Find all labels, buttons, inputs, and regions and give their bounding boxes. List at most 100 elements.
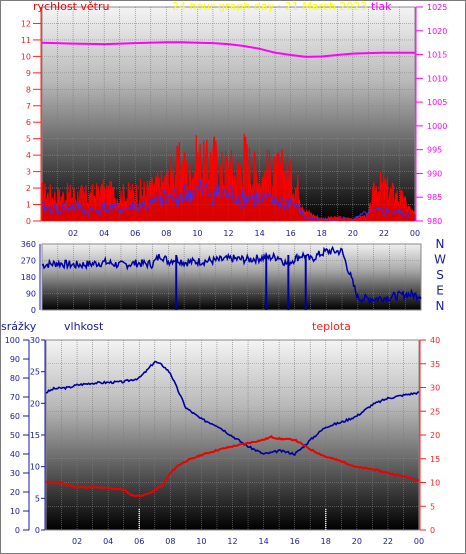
x-tick-label: 06 (134, 537, 144, 546)
temperature-tick-label: 15 (430, 455, 440, 464)
x-tick-label: 08 (165, 537, 175, 546)
rain-axis-label: srážky (1, 320, 37, 333)
pressure-tick-label: 1015 (427, 51, 447, 60)
rain-tick-label: 100 (5, 336, 20, 345)
wind-tick-label: 3 (26, 168, 31, 177)
x-tick-label: 04 (99, 229, 109, 238)
rain-tick-label: 80 (10, 374, 20, 383)
humidity-tick-label: 15 (30, 431, 40, 440)
direction-tick-label: 90 (26, 290, 36, 299)
x-tick-label: 02 (68, 229, 78, 238)
rain-tick-label: 20 (10, 488, 20, 497)
x-tick-label: 06 (130, 229, 140, 238)
humidity-tick-label: 20 (30, 399, 40, 408)
humidity-tick-label: 10 (30, 463, 40, 472)
x-tick-label: 14 (258, 537, 268, 546)
compass-label: S (436, 268, 444, 282)
x-tick-label: 18 (317, 229, 327, 238)
x-tick-label: 00 (410, 229, 420, 238)
direction-tick-label: 360 (21, 240, 36, 249)
pressure-tick-label: 985 (427, 193, 442, 202)
temperature-tick-label: 10 (430, 479, 440, 488)
wind-tick-label: 7 (26, 102, 31, 111)
x-tick-label: 02 (72, 537, 82, 546)
wind-tick-label: 6 (26, 118, 31, 127)
pressure-tick-label: 1025 (427, 3, 447, 12)
rain-tick-label: 70 (10, 393, 20, 402)
x-tick-label: 22 (383, 537, 393, 546)
rain-tick-label: 30 (10, 469, 20, 478)
x-tick-label: 18 (321, 537, 331, 546)
temperature-tick-label: 5 (430, 502, 435, 511)
humidity-axis-label: vlhkost (64, 320, 104, 333)
wind-tick-label: 2 (26, 184, 31, 193)
x-tick-label: 20 (348, 229, 358, 238)
temperature-tick-label: 30 (430, 384, 440, 393)
rain-tick-label: 60 (10, 412, 20, 421)
pressure-tick-label: 990 (427, 169, 442, 178)
pressure-tick-label: 1005 (427, 98, 447, 107)
temperature-tick-label: 35 (430, 360, 440, 369)
temperature-axis-label: teplota (312, 320, 351, 333)
x-tick-label: 22 (379, 229, 389, 238)
x-tick-label: 04 (103, 537, 113, 546)
wind-tick-label: 11 (21, 36, 31, 45)
humidity-panel-axes: 0510152025303540010203040506070809010005… (5, 336, 440, 546)
wind-axis-label: rychlost větru (33, 0, 109, 13)
temperature-tick-label: 0 (430, 526, 435, 535)
x-tick-label: 20 (352, 537, 362, 546)
wind-average-line (41, 180, 416, 221)
humidity-line (45, 360, 420, 456)
direction-tick-label: 270 (21, 257, 36, 266)
humidity-tick-label: 25 (30, 368, 40, 377)
wind-tick-label: 4 (26, 151, 31, 160)
temperature-tick-label: 40 (430, 336, 440, 345)
temperature-line (45, 434, 420, 498)
compass-label: N (436, 237, 445, 251)
compass-label: W (434, 253, 446, 267)
x-tick-label: 08 (161, 229, 171, 238)
temperature-tick-label: 25 (430, 407, 440, 416)
pressure-line (41, 41, 415, 58)
wind-tick-label: 8 (26, 85, 31, 94)
humidity-tick-label: 5 (35, 494, 40, 503)
wind-panel-axes: 0123456789101112980985990995100010051010… (21, 3, 448, 238)
x-tick-label: 10 (196, 537, 206, 546)
wind-tick-label: 12 (21, 19, 31, 28)
wind-tick-label: 1 (26, 201, 31, 210)
x-tick-label: 16 (290, 537, 300, 546)
humidity-tick-label: 0 (35, 526, 40, 535)
pressure-tick-label: 1020 (427, 27, 447, 36)
pressure-tick-label: 980 (427, 217, 442, 226)
temperature-tick-label: 20 (430, 431, 440, 440)
humidity-panel-grid (46, 339, 419, 531)
rain-tick-label: 10 (10, 507, 20, 516)
direction-panel-axes: 0 90 180 270 360 (21, 240, 41, 315)
compass-label: N (436, 299, 445, 313)
wind-tick-label: 10 (21, 52, 31, 61)
direction-panel-series (41, 245, 422, 310)
wind-tick-label: 0 (26, 217, 31, 226)
direction-tick-label: 0 (31, 306, 36, 315)
x-tick-label: 16 (286, 229, 296, 238)
wind-tick-label: 9 (26, 69, 31, 78)
pressure-tick-label: 1010 (427, 74, 447, 83)
x-tick-label: 12 (227, 537, 237, 546)
wind-tick-label: 5 (26, 135, 31, 144)
rain-tick-label: 90 (10, 355, 20, 364)
direction-tick-label: 180 (21, 273, 36, 282)
x-tick-label: 14 (254, 229, 264, 238)
wind-panel-series (41, 41, 416, 222)
humidity-panel-series (45, 360, 420, 530)
pressure-tick-label: 995 (427, 146, 442, 155)
pressure-axis-label: tlak (371, 0, 392, 13)
x-tick-label: 00 (414, 537, 424, 546)
rain-tick-label: 50 (10, 431, 20, 440)
direction-panel-grid (42, 243, 421, 311)
x-tick-label: 10 (192, 229, 202, 238)
wind-direction-line (41, 245, 422, 306)
pressure-tick-label: 1000 (427, 122, 447, 131)
compass-label: E (436, 284, 444, 298)
